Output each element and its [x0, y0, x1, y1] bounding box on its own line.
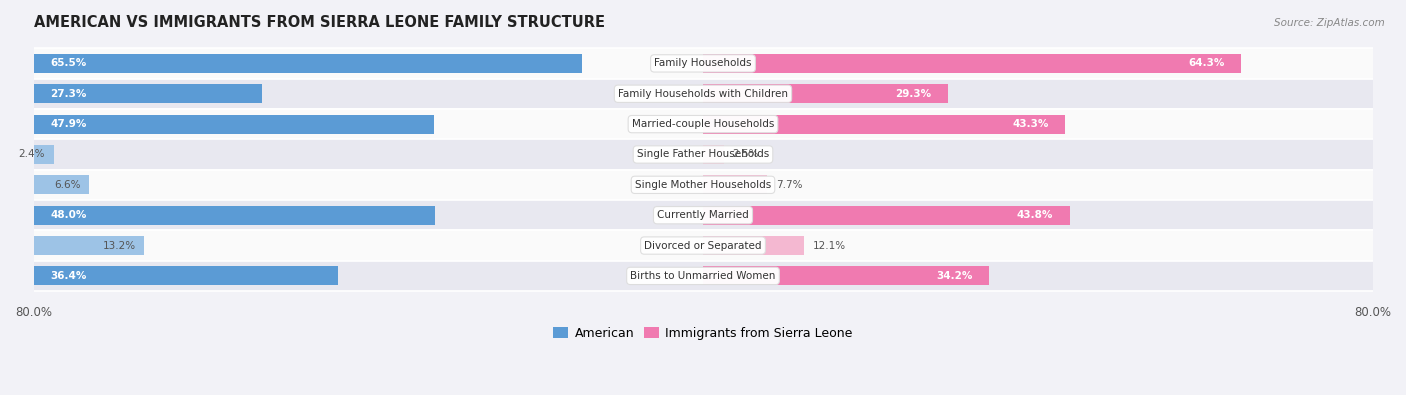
Text: Source: ZipAtlas.com: Source: ZipAtlas.com	[1274, 18, 1385, 28]
Bar	[17, 79, 1389, 109]
Text: 64.3%: 64.3%	[1188, 58, 1225, 68]
Text: Single Mother Households: Single Mother Households	[636, 180, 770, 190]
Bar	[34, 115, 434, 134]
Bar	[34, 54, 582, 73]
Text: 47.9%: 47.9%	[51, 119, 87, 129]
Bar	[34, 85, 262, 103]
Text: 6.6%: 6.6%	[53, 180, 80, 190]
Text: 2.5%: 2.5%	[733, 149, 759, 160]
Text: AMERICAN VS IMMIGRANTS FROM SIERRA LEONE FAMILY STRUCTURE: AMERICAN VS IMMIGRANTS FROM SIERRA LEONE…	[34, 15, 605, 30]
Bar	[34, 206, 436, 225]
Bar	[34, 145, 53, 164]
Bar	[703, 267, 990, 285]
Bar	[17, 139, 1389, 169]
Text: Currently Married: Currently Married	[657, 210, 749, 220]
Text: Married-couple Households: Married-couple Households	[631, 119, 775, 129]
Text: Single Father Households: Single Father Households	[637, 149, 769, 160]
Bar	[17, 169, 1389, 200]
Text: 2.4%: 2.4%	[18, 149, 45, 160]
Legend: American, Immigrants from Sierra Leone: American, Immigrants from Sierra Leone	[548, 322, 858, 345]
Text: 43.8%: 43.8%	[1017, 210, 1053, 220]
Bar	[17, 109, 1389, 139]
Bar	[17, 200, 1389, 230]
Text: Divorced or Separated: Divorced or Separated	[644, 241, 762, 250]
Bar	[703, 206, 1070, 225]
Text: Family Households: Family Households	[654, 58, 752, 68]
Bar	[703, 145, 724, 164]
Bar	[703, 85, 948, 103]
Text: Family Households with Children: Family Households with Children	[619, 89, 787, 99]
Text: 34.2%: 34.2%	[936, 271, 973, 281]
Bar	[17, 261, 1389, 291]
Bar	[34, 175, 89, 194]
Bar	[703, 115, 1066, 134]
Bar	[17, 48, 1389, 79]
Text: 65.5%: 65.5%	[51, 58, 87, 68]
Bar	[703, 175, 768, 194]
Text: 13.2%: 13.2%	[103, 241, 135, 250]
Text: 48.0%: 48.0%	[51, 210, 87, 220]
Text: 12.1%: 12.1%	[813, 241, 846, 250]
Text: Births to Unmarried Women: Births to Unmarried Women	[630, 271, 776, 281]
Bar	[703, 54, 1241, 73]
Bar	[34, 267, 337, 285]
Bar	[17, 230, 1389, 261]
Text: 36.4%: 36.4%	[51, 271, 87, 281]
Text: 27.3%: 27.3%	[51, 89, 87, 99]
Text: 7.7%: 7.7%	[776, 180, 803, 190]
Text: 29.3%: 29.3%	[896, 89, 931, 99]
Bar	[703, 236, 804, 255]
Bar	[34, 236, 143, 255]
Text: 43.3%: 43.3%	[1012, 119, 1049, 129]
